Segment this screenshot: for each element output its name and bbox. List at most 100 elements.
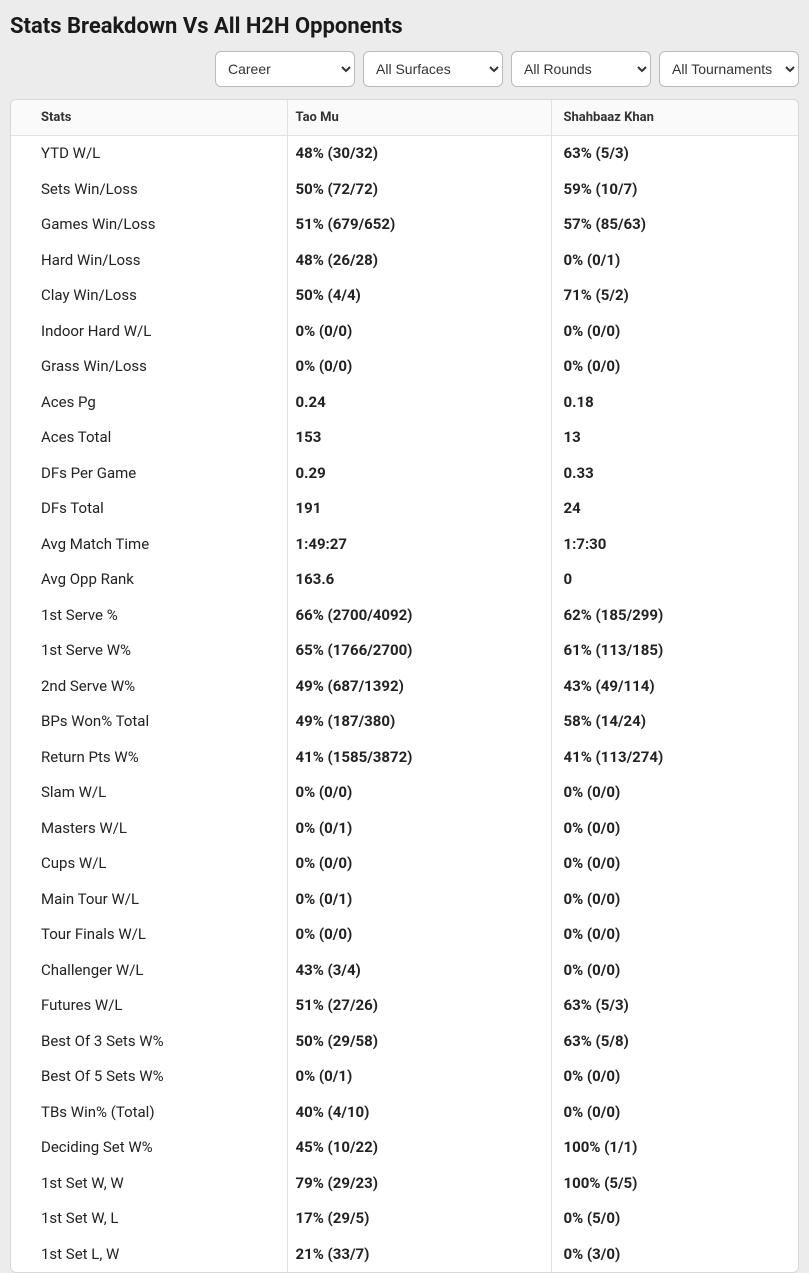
player2-value: 0% (0/0) [551, 1095, 798, 1131]
stat-label: Deciding Set W% [11, 1130, 287, 1166]
table-row: Challenger W/L43% (3/4)0% (0/0) [11, 953, 798, 989]
player1-value: 49% (187/380) [287, 704, 551, 740]
player2-value: 61% (113/185) [551, 633, 798, 669]
player2-value: 0% (0/1) [551, 243, 798, 279]
stat-label: Best Of 3 Sets W% [11, 1024, 287, 1060]
stat-label: DFs Total [11, 491, 287, 527]
table-row: DFs Per Game0.290.33 [11, 456, 798, 492]
table-row: Indoor Hard W/L0% (0/0)0% (0/0) [11, 314, 798, 350]
player2-value: 0.33 [551, 456, 798, 492]
player1-value: 43% (3/4) [287, 953, 551, 989]
player2-value: 13 [551, 420, 798, 456]
player1-value: 153 [287, 420, 551, 456]
table-row: Aces Pg0.240.18 [11, 385, 798, 421]
table-row: 1st Set W, L17% (29/5)0% (5/0) [11, 1201, 798, 1237]
table-row: Return Pts W%41% (1585/3872)41% (113/274… [11, 740, 798, 776]
player2-value: 58% (14/24) [551, 704, 798, 740]
table-row: Avg Match Time1:49:271:7:30 [11, 527, 798, 563]
stat-label: DFs Per Game [11, 456, 287, 492]
col-header-stats: Stats [11, 100, 287, 136]
col-header-player1: Tao Mu [287, 100, 551, 136]
player1-value: 41% (1585/3872) [287, 740, 551, 776]
table-row: Hard Win/Loss48% (26/28)0% (0/1) [11, 243, 798, 279]
player1-value: 0.24 [287, 385, 551, 421]
player2-value: 0% (0/0) [551, 953, 798, 989]
player2-value: 0.18 [551, 385, 798, 421]
table-row: 1st Set L, W21% (33/7)0% (3/0) [11, 1237, 798, 1273]
stat-label: Masters W/L [11, 811, 287, 847]
player1-value: 0% (0/1) [287, 882, 551, 918]
player2-value: 0% (0/0) [551, 811, 798, 847]
player2-value: 24 [551, 491, 798, 527]
player1-value: 45% (10/22) [287, 1130, 551, 1166]
player1-value: 48% (26/28) [287, 243, 551, 279]
filters-bar: Career All Surfaces All Rounds All Tourn… [10, 51, 799, 87]
stat-label: Indoor Hard W/L [11, 314, 287, 350]
player2-value: 0% (5/0) [551, 1201, 798, 1237]
stat-label: 1st Set L, W [11, 1237, 287, 1273]
player1-value: 0% (0/0) [287, 349, 551, 385]
table-row: Cups W/L0% (0/0)0% (0/0) [11, 846, 798, 882]
player2-value: 59% (10/7) [551, 172, 798, 208]
stat-label: Challenger W/L [11, 953, 287, 989]
table-row: 1st Serve %66% (2700/4092)62% (185/299) [11, 598, 798, 634]
player2-value: 1:7:30 [551, 527, 798, 563]
stat-label: Best Of 5 Sets W% [11, 1059, 287, 1095]
table-row: Main Tour W/L0% (0/1)0% (0/0) [11, 882, 798, 918]
stats-table: Stats Tao Mu Shahbaaz Khan YTD W/L48% (3… [11, 100, 798, 1272]
table-row: Avg Opp Rank163.60 [11, 562, 798, 598]
stat-label: 2nd Serve W% [11, 669, 287, 705]
player1-value: 17% (29/5) [287, 1201, 551, 1237]
table-row: Tour Finals W/L0% (0/0)0% (0/0) [11, 917, 798, 953]
player1-value: 0% (0/0) [287, 775, 551, 811]
table-row: 1st Set W, W79% (29/23)100% (5/5) [11, 1166, 798, 1202]
stat-label: Avg Match Time [11, 527, 287, 563]
player2-value: 63% (5/3) [551, 136, 798, 172]
table-row: DFs Total19124 [11, 491, 798, 527]
stat-label: BPs Won% Total [11, 704, 287, 740]
player1-value: 50% (72/72) [287, 172, 551, 208]
period-select[interactable]: Career [215, 51, 355, 87]
stat-label: Aces Total [11, 420, 287, 456]
stat-label: Grass Win/Loss [11, 349, 287, 385]
player2-value: 0% (0/0) [551, 917, 798, 953]
player2-value: 0% (0/0) [551, 1059, 798, 1095]
player1-value: 48% (30/32) [287, 136, 551, 172]
stat-label: 1st Set W, W [11, 1166, 287, 1202]
player1-value: 0% (0/1) [287, 1059, 551, 1095]
player2-value: 41% (113/274) [551, 740, 798, 776]
table-row: Best Of 5 Sets W%0% (0/1)0% (0/0) [11, 1059, 798, 1095]
table-row: YTD W/L48% (30/32)63% (5/3) [11, 136, 798, 172]
player2-value: 57% (85/63) [551, 207, 798, 243]
stats-table-container: Stats Tao Mu Shahbaaz Khan YTD W/L48% (3… [10, 99, 799, 1273]
stat-label: YTD W/L [11, 136, 287, 172]
player1-value: 0.29 [287, 456, 551, 492]
player2-value: 0 [551, 562, 798, 598]
player2-value: 0% (0/0) [551, 775, 798, 811]
player2-value: 63% (5/3) [551, 988, 798, 1024]
stat-label: Return Pts W% [11, 740, 287, 776]
stat-label: Main Tour W/L [11, 882, 287, 918]
player1-value: 40% (4/10) [287, 1095, 551, 1131]
table-row: Futures W/L51% (27/26)63% (5/3) [11, 988, 798, 1024]
player1-value: 65% (1766/2700) [287, 633, 551, 669]
stat-label: Cups W/L [11, 846, 287, 882]
table-row: Sets Win/Loss50% (72/72)59% (10/7) [11, 172, 798, 208]
surface-select[interactable]: All Surfaces [363, 51, 503, 87]
player1-value: 163.6 [287, 562, 551, 598]
player2-value: 0% (0/0) [551, 846, 798, 882]
table-row: Slam W/L0% (0/0)0% (0/0) [11, 775, 798, 811]
stat-label: Aces Pg [11, 385, 287, 421]
stat-label: 1st Serve % [11, 598, 287, 634]
table-row: 1st Serve W%65% (1766/2700)61% (113/185) [11, 633, 798, 669]
player2-value: 71% (5/2) [551, 278, 798, 314]
player1-value: 50% (29/58) [287, 1024, 551, 1060]
col-header-player2: Shahbaaz Khan [551, 100, 798, 136]
round-select[interactable]: All Rounds [511, 51, 651, 87]
stat-label: Avg Opp Rank [11, 562, 287, 598]
player1-value: 0% (0/0) [287, 314, 551, 350]
table-row: Deciding Set W%45% (10/22)100% (1/1) [11, 1130, 798, 1166]
tournament-select[interactable]: All Tournaments [659, 51, 799, 87]
player1-value: 1:49:27 [287, 527, 551, 563]
player1-value: 51% (679/652) [287, 207, 551, 243]
